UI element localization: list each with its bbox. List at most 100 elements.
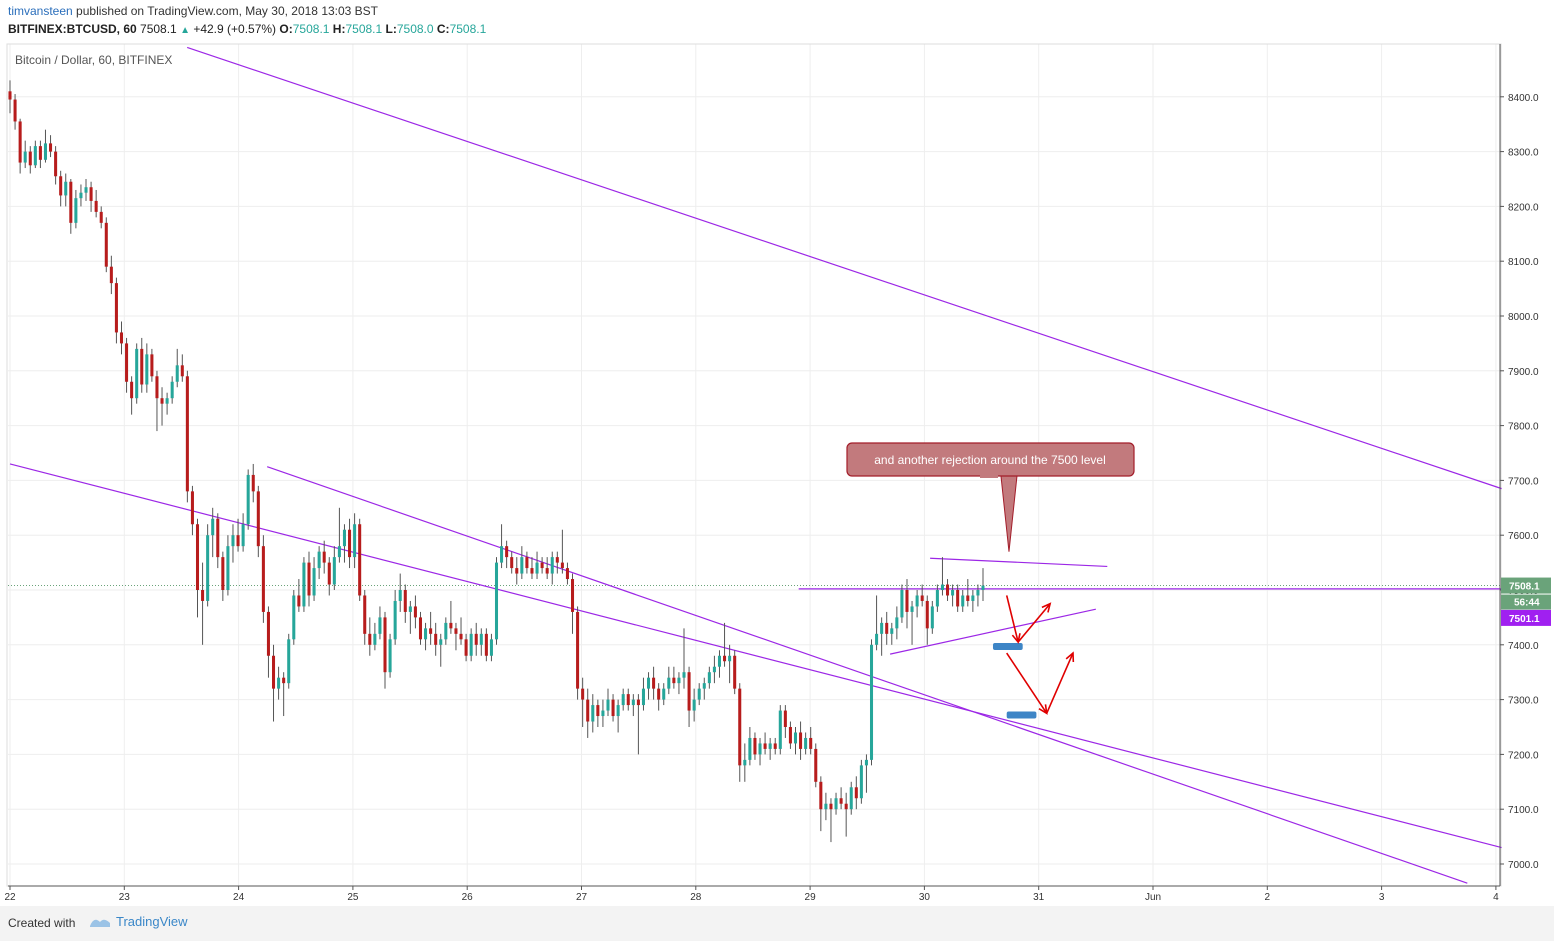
candle-body: [788, 727, 792, 744]
candle-body: [946, 584, 950, 596]
candle: [905, 579, 909, 629]
candle: [109, 255, 113, 295]
candle-body: [692, 699, 696, 711]
candle-body: [23, 151, 27, 163]
last-price-tag-text: 7508.1: [1509, 582, 1540, 593]
candle-body: [555, 557, 559, 563]
candle: [814, 743, 818, 788]
publish-date: published on TradingView.com, May 30, 20…: [76, 4, 379, 18]
candle: [677, 672, 681, 695]
candle-body: [880, 622, 884, 634]
candle: [84, 179, 88, 201]
y-tick-label: 8400.0: [1508, 93, 1539, 104]
candle-body: [363, 595, 367, 634]
candle: [393, 590, 397, 645]
candle-body: [231, 535, 235, 547]
candle-body: [900, 590, 904, 618]
up-triangle-icon: ▲: [180, 25, 190, 36]
candle: [125, 337, 129, 393]
candle: [130, 376, 134, 415]
candle-body: [206, 535, 210, 601]
candle: [79, 184, 83, 207]
candle-body: [165, 398, 169, 404]
time-axis[interactable]: 22 23 24 25 26 27 28 29 30 31 Jun 2 3 4: [4, 885, 1500, 903]
candle-body: [809, 737, 813, 749]
candle-body: [930, 606, 934, 629]
candle-body: [28, 151, 32, 166]
publish-info: timvansteen published on TradingView.com…: [8, 4, 378, 18]
candle: [332, 546, 336, 590]
tradingview-brand-link[interactable]: TradingView: [116, 914, 188, 929]
candle-body: [327, 562, 331, 585]
candle-body: [226, 546, 230, 590]
candle: [565, 562, 569, 585]
candle-body: [79, 192, 83, 199]
candle: [976, 584, 980, 607]
candle-body: [859, 765, 863, 799]
candle: [586, 688, 590, 738]
candle: [753, 732, 757, 760]
price-axis[interactable]: 7000.07100.07200.07300.07400.07500.07600…: [1499, 44, 1551, 886]
candle-body: [353, 524, 357, 558]
candle-body: [84, 187, 88, 193]
countdown-tag: 56:44: [1501, 594, 1551, 610]
candle: [241, 513, 245, 552]
candle: [647, 672, 651, 700]
candle-body: [834, 798, 838, 810]
candle-body: [768, 743, 772, 749]
trendline: [186, 46, 1502, 490]
candle-body: [799, 732, 803, 749]
candle-body: [444, 622, 448, 640]
candle: [804, 732, 808, 755]
candle: [302, 557, 306, 612]
candle: [581, 677, 585, 727]
candle-body: [429, 628, 433, 634]
author-link[interactable]: timvansteen: [8, 4, 73, 18]
candle-body: [479, 633, 483, 645]
x-tick-label: Jun: [1145, 892, 1161, 903]
candle: [707, 666, 711, 689]
candle-body: [636, 699, 640, 706]
symbol-label: BITFINEX:BTCUSD, 60: [8, 22, 137, 36]
candle: [667, 666, 671, 695]
candle-body: [150, 354, 154, 377]
candle: [363, 590, 367, 645]
x-tick-label: 22: [4, 892, 16, 903]
candle: [185, 370, 189, 503]
candle-body: [484, 633, 488, 656]
candle-body: [864, 759, 868, 766]
candle: [459, 617, 463, 645]
candle-body: [510, 557, 514, 569]
candle-body: [282, 677, 286, 684]
candle: [981, 568, 985, 601]
y-tick-label: 7800.0: [1508, 422, 1539, 433]
chart-header: timvansteen published on TradingView.com…: [0, 0, 1554, 42]
candle-body: [38, 146, 42, 160]
candle-body: [424, 628, 428, 640]
candle-body: [489, 639, 493, 656]
candle-body: [378, 617, 382, 634]
candle: [150, 348, 154, 382]
candle: [307, 551, 311, 607]
candle: [418, 611, 423, 645]
candle-body: [951, 590, 955, 596]
candle-body: [211, 518, 215, 536]
high-label: H:: [332, 22, 346, 36]
candle-body: [920, 595, 924, 601]
candle-body: [241, 524, 245, 547]
candle: [859, 759, 863, 804]
candle: [170, 376, 174, 404]
candle-body: [966, 595, 970, 601]
candle: [297, 579, 301, 612]
candle-body: [104, 222, 108, 267]
candle-body: [697, 688, 701, 700]
candle: [398, 573, 402, 612]
chart-canvas[interactable]: Bitcoin / Dollar, 60, BITFINEX and anoth…: [0, 0, 1554, 906]
candle-body: [140, 348, 144, 385]
red-arrow: [1045, 651, 1075, 714]
candle: [854, 776, 858, 810]
candle: [819, 776, 823, 832]
ohlc-line: BITFINEX:BTCUSD, 60 7508.1 ▲ +42.9 (+0.5…: [8, 22, 486, 36]
candle-body: [905, 590, 909, 612]
candle-body: [733, 655, 737, 689]
